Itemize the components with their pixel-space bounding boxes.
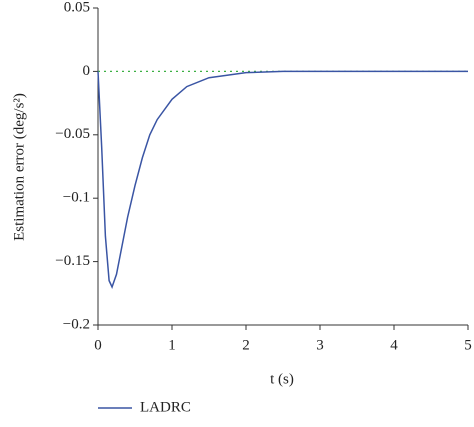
x-tick-label: 1 [168, 337, 176, 353]
x-tick-label: 4 [390, 337, 398, 353]
y-tick-label: −0.15 [55, 253, 90, 269]
y-tick-label: 0 [83, 63, 91, 79]
y-tick-label: −0.1 [63, 190, 90, 206]
series-line [97, 70, 468, 289]
x-axis-label: t (s) [270, 371, 294, 387]
y-tick-label: −0.2 [63, 316, 90, 332]
y-tick-label: −0.05 [55, 126, 90, 142]
x-tick-label: 0 [94, 337, 102, 353]
x-tick-label: 2 [242, 337, 250, 353]
x-tick-label: 5 [464, 337, 472, 353]
x-tick-label: 3 [316, 337, 324, 353]
y-axis-label: Estimation error (deg/s²) [11, 93, 27, 241]
legend-label: LADRC [140, 399, 191, 415]
y-tick-label: 0.05 [64, 0, 90, 15]
